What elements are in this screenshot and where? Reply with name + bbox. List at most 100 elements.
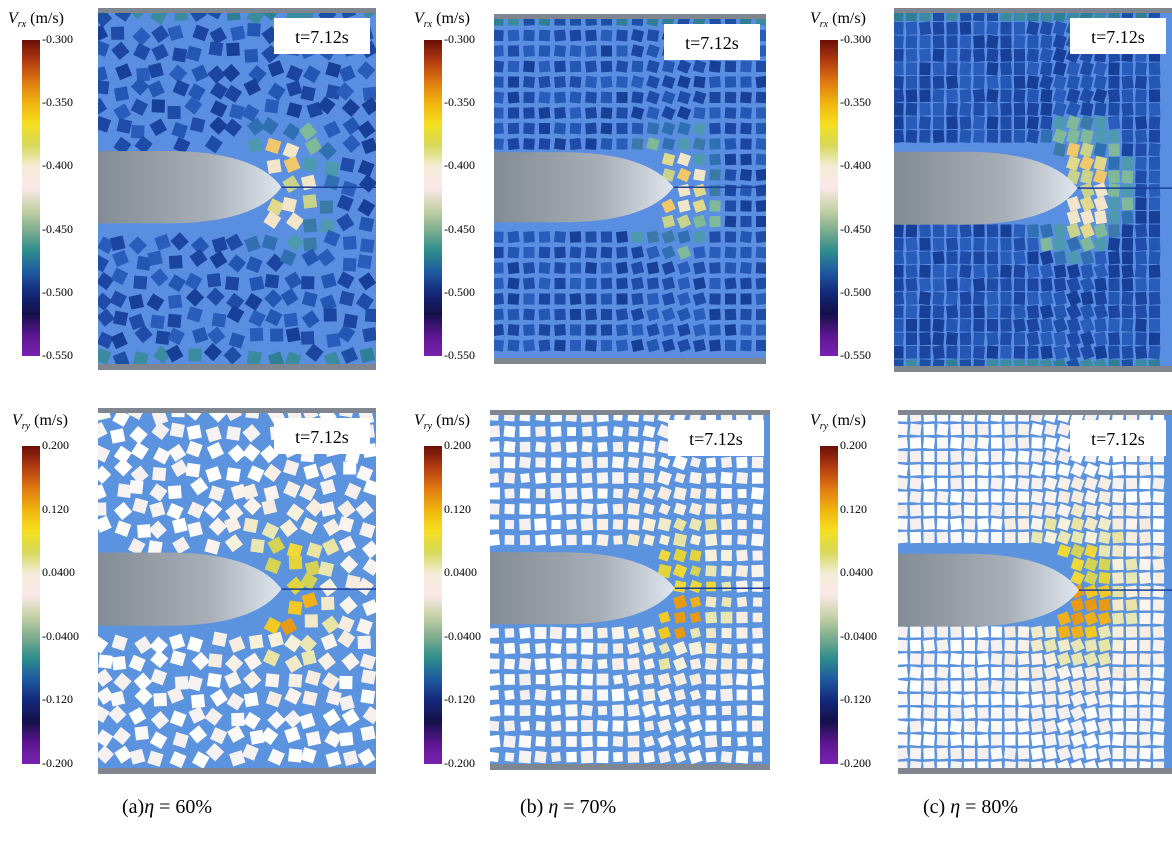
particle-block	[494, 277, 504, 290]
particle-block	[596, 503, 609, 515]
particle-block	[919, 264, 931, 278]
particle-block	[1057, 746, 1071, 761]
particle-block	[503, 472, 516, 484]
particle-block	[936, 680, 949, 692]
particle-block	[1097, 746, 1112, 761]
particle-block	[1066, 74, 1081, 90]
particle-block	[113, 136, 132, 155]
particle-block	[688, 719, 703, 733]
particle-block	[1026, 20, 1040, 36]
particle-block	[1084, 504, 1098, 517]
particle-block	[720, 673, 733, 686]
particle-block	[204, 135, 223, 154]
top-wall	[98, 8, 376, 13]
particle-block	[1112, 653, 1124, 665]
particle-block	[646, 29, 660, 42]
particle-block	[658, 750, 672, 764]
particle-block	[642, 487, 656, 500]
particle-block	[1044, 747, 1057, 760]
particle-block	[657, 563, 672, 579]
particle-block	[932, 224, 945, 238]
particle-block	[490, 473, 499, 483]
particle-block	[319, 478, 336, 496]
particle-block	[98, 292, 113, 311]
particle-block	[1066, 61, 1081, 77]
particle-block	[581, 658, 593, 670]
particle-block	[977, 747, 989, 760]
particle-block	[894, 129, 905, 144]
particle-block	[1083, 611, 1099, 626]
particle-block	[1094, 102, 1107, 117]
particle-block	[261, 499, 278, 515]
particle-block	[323, 174, 341, 191]
particle-block	[918, 21, 932, 36]
particle-block	[1125, 639, 1138, 652]
particle-block	[709, 122, 721, 135]
particle-block	[1000, 75, 1012, 89]
particle-block	[1111, 612, 1125, 625]
particle-block	[1003, 450, 1017, 463]
particle-block	[342, 257, 357, 272]
particle-block	[523, 231, 535, 243]
particle-block	[740, 76, 752, 88]
particle-block	[490, 628, 499, 638]
particle-block	[1125, 504, 1138, 517]
particle-block	[631, 122, 644, 135]
particle-block	[109, 690, 126, 707]
particle-block	[1098, 598, 1111, 612]
particle-block	[1030, 531, 1044, 544]
particle-block	[519, 503, 531, 515]
particle-block	[205, 743, 225, 762]
particle-block	[1093, 223, 1108, 239]
particle-block	[569, 44, 582, 58]
particle-block	[342, 235, 357, 250]
particle-block	[1121, 305, 1134, 319]
particle-block	[305, 498, 324, 517]
particle-block	[550, 487, 562, 500]
particle-block	[946, 21, 958, 35]
particle-block	[1125, 680, 1138, 692]
particle-block	[1093, 236, 1109, 253]
colorbar-title-ry-b: Vry (m/s)	[414, 412, 470, 433]
particle-block	[1053, 142, 1067, 158]
particle-block	[740, 138, 752, 150]
particle-block	[1093, 331, 1108, 347]
particle-block	[1070, 732, 1085, 748]
particle-block	[990, 639, 1003, 652]
particle-block	[584, 106, 598, 120]
particle-block	[1080, 291, 1094, 306]
particle-block	[1108, 143, 1120, 157]
particle-block	[288, 673, 303, 688]
particle-block	[740, 200, 752, 212]
particle-block	[284, 351, 302, 369]
particle-block	[688, 749, 703, 765]
particle-block	[174, 676, 189, 690]
particle-block	[963, 504, 976, 517]
particle-block	[1052, 88, 1067, 104]
particle-block	[661, 214, 676, 229]
particle-block	[211, 312, 227, 328]
particle-block	[905, 116, 918, 130]
particle-block	[657, 718, 672, 734]
particle-block	[1004, 707, 1016, 719]
particle-block	[242, 711, 261, 730]
particle-block	[627, 487, 640, 500]
particle-block	[1084, 719, 1098, 734]
particle-block	[1056, 530, 1072, 545]
particle-block	[973, 129, 985, 143]
particle-block	[963, 653, 976, 665]
particle-block	[1013, 62, 1026, 76]
particle-block	[186, 440, 203, 458]
particle-block	[709, 231, 721, 243]
particle-block	[894, 278, 905, 292]
particle-block	[950, 639, 962, 652]
particle-block	[1139, 639, 1151, 652]
particle-block	[950, 666, 962, 679]
particle-block	[362, 557, 376, 577]
particle-block	[1134, 237, 1148, 252]
particle-block	[905, 277, 918, 292]
particle-block	[1070, 597, 1085, 613]
particle-block	[267, 82, 286, 101]
particle-block	[661, 292, 676, 306]
particle-block	[225, 503, 244, 522]
